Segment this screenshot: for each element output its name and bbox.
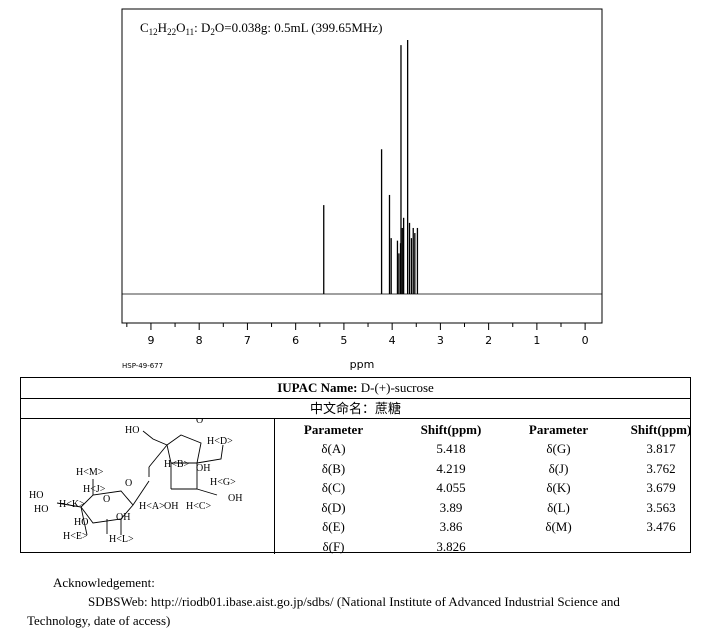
x-axis-tick-label: 5 bbox=[340, 334, 347, 347]
structure-bonds bbox=[56, 430, 224, 536]
shift-column-left: Shift(ppm) 5.418 4.219 4.055 3.89 3.86 3… bbox=[406, 421, 496, 556]
x-axis-tick-label: 8 bbox=[196, 334, 203, 347]
shift-cell: 3.86 bbox=[439, 519, 463, 534]
parameter-header: Parameter bbox=[528, 422, 589, 437]
structure-label: H<C> bbox=[186, 501, 212, 512]
shift-cell: 3.826 bbox=[436, 538, 466, 554]
x-axis-tick-label: 6 bbox=[292, 334, 299, 347]
shift-cell: 3.679 bbox=[646, 480, 676, 495]
x-axis-tick-label: 7 bbox=[244, 334, 251, 347]
structure-label: H<B> bbox=[164, 459, 190, 470]
sucrose-structure: HO H<D> O H<B> OH H<G> OH O H<M> H<J> HO… bbox=[29, 415, 242, 545]
shift-column-right: Shift(ppm) 3.817 3.762 3.679 3.563 3.476 bbox=[611, 421, 703, 537]
structure-label: H<A> bbox=[139, 501, 165, 512]
parameter-cell: δ(A) bbox=[321, 441, 346, 456]
nmr-spectrum: C12H22O11: D2O=0.038g: 0.5mL (399.65MHz)… bbox=[121, 8, 603, 371]
plot-frame bbox=[121, 8, 603, 324]
structure-label: HO bbox=[125, 425, 139, 436]
spectrum-title: C12H22O11: D2O=0.038g: 0.5mL (399.65MHz) bbox=[140, 20, 382, 37]
iupac-row: IUPAC Name: D-(+)-sucrose bbox=[21, 378, 690, 399]
structure-label: OH bbox=[164, 501, 178, 512]
structure-label: H<L> bbox=[109, 534, 134, 545]
shift-cell: 3.817 bbox=[646, 441, 676, 456]
acknowledgement-title: Acknowledgement: bbox=[53, 575, 155, 590]
iupac-value: D-(+)-sucrose bbox=[360, 380, 434, 395]
parameter-cell: δ(E) bbox=[322, 519, 345, 534]
parameter-cell: δ(J) bbox=[548, 460, 569, 476]
peak-group bbox=[323, 40, 419, 294]
structure-label: O bbox=[125, 478, 132, 489]
structure-label: H<E> bbox=[63, 531, 88, 542]
shift-cell: 3.563 bbox=[646, 499, 676, 515]
iupac-label: IUPAC Name: bbox=[277, 380, 358, 395]
x-axis-tick-label: 0 bbox=[582, 334, 589, 347]
parameter-cell: δ(L) bbox=[547, 499, 570, 515]
x-axis-ticks: 9 8 7 6 5 4 3 2 1 0 bbox=[126, 323, 589, 347]
chinese-name: 中文命名：蔗糖 bbox=[21, 399, 690, 419]
parameter-column-left: Parameter δ(A) δ(B) δ(C) δ(D) δ(E) δ(F) bbox=[291, 421, 376, 556]
shift-cell: 5.418 bbox=[436, 441, 466, 456]
parameter-cell: δ(B) bbox=[321, 460, 346, 476]
acknowledgement-text: SDBSWeb: http://riodb01.ibase.aist.go.jp… bbox=[88, 594, 620, 609]
parameter-column-right: Parameter δ(G) δ(J) δ(K) δ(L) δ(M) bbox=[511, 421, 606, 537]
x-axis-label: ppm bbox=[350, 358, 375, 371]
structure-label: O bbox=[103, 494, 110, 505]
parameter-cell: δ(M) bbox=[545, 519, 572, 534]
shift-cell: 3.89 bbox=[439, 499, 463, 515]
structure-label: HO bbox=[29, 490, 43, 501]
structure-label: H<K> bbox=[59, 499, 85, 510]
acknowledgement-text-cont: Technology, date of access) bbox=[27, 613, 171, 628]
structure-label: OH bbox=[116, 512, 130, 523]
x-axis-tick-label: 2 bbox=[485, 334, 492, 347]
structure-label: H<G> bbox=[210, 477, 236, 488]
structure-cell: HO H<D> O H<B> OH H<G> OH O H<M> H<J> HO… bbox=[21, 415, 275, 554]
structure-label: H<J> bbox=[83, 484, 106, 495]
x-axis-tick-label: 4 bbox=[389, 334, 396, 347]
parameter-cell: δ(F) bbox=[322, 538, 345, 554]
x-axis-tick-label: 3 bbox=[437, 334, 444, 347]
parameter-cell: δ(D) bbox=[321, 499, 346, 515]
shift-cell: 3.476 bbox=[646, 519, 676, 534]
assignment-table: IUPAC Name: D-(+)-sucrose 中文命名：蔗糖 HO H<D… bbox=[20, 377, 691, 556]
shift-header: Shift(ppm) bbox=[630, 422, 692, 437]
structure-label: OH bbox=[196, 463, 210, 474]
x-axis-tick-label: 9 bbox=[147, 334, 154, 347]
shift-cell: 4.055 bbox=[436, 480, 466, 495]
structure-label: H<M> bbox=[76, 467, 104, 478]
parameter-cell: δ(C) bbox=[321, 480, 346, 495]
table-body: HO H<D> O H<B> OH H<G> OH O H<M> H<J> HO… bbox=[21, 415, 691, 556]
structure-label: H<D> bbox=[207, 436, 233, 447]
parameter-header: Parameter bbox=[303, 422, 364, 437]
x-axis-tick-label: 1 bbox=[533, 334, 540, 347]
parameter-cell: δ(K) bbox=[546, 480, 571, 495]
parameter-cell: δ(G) bbox=[546, 441, 571, 456]
structure-label: HO bbox=[34, 504, 48, 515]
structure-label: HO bbox=[74, 517, 88, 528]
sample-id: HSP-49-677 bbox=[122, 362, 163, 370]
structure-label: O bbox=[196, 419, 203, 426]
shift-header: Shift(ppm) bbox=[420, 422, 482, 437]
shift-cell: 3.762 bbox=[646, 460, 676, 476]
shift-cell: 4.219 bbox=[436, 460, 466, 476]
structure-label: OH bbox=[228, 493, 242, 504]
